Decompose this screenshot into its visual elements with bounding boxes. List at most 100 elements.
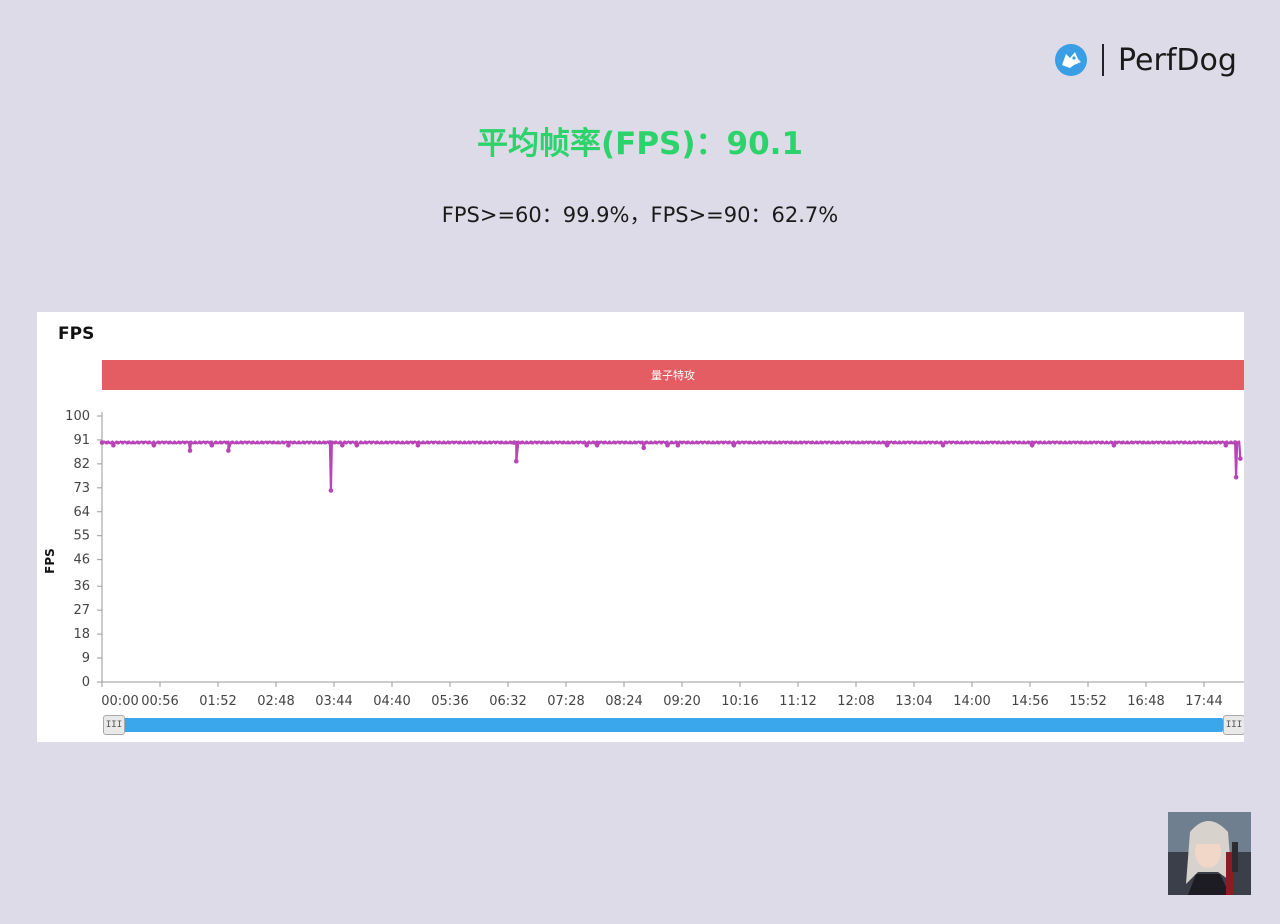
fps-point [514,458,519,464]
fps-point [649,440,653,445]
slider-right-handle[interactable]: III [1223,715,1244,735]
fps-point [840,440,845,445]
fps-point [1192,440,1197,445]
fps-threshold-stats: FPS>=60：99.9%，FPS>=90：62.7% [441,203,839,227]
fps-point [390,440,394,445]
fps-point [1135,440,1140,445]
fps-point [540,440,544,445]
fps-point [773,440,777,445]
fps-point [940,443,946,448]
fps-point [1182,440,1187,445]
fps-point [281,440,286,445]
fps-point [348,440,353,445]
fps-point [219,440,223,445]
game-character-avatar-image [1168,812,1251,895]
fps-point [641,445,646,451]
fps-point [908,440,912,445]
fps-point [623,440,627,445]
y-tick-label: 91 [73,433,90,448]
fps-point [240,440,244,445]
fps-point [959,440,964,445]
fps-point [1141,440,1145,445]
fps-point [700,440,705,445]
fps-point [447,440,451,445]
fps-point [918,440,922,445]
fps-point [1177,440,1181,445]
x-tick-label: 12:08 [837,694,874,709]
fps-point [1037,440,1042,445]
x-tick-label: 14:56 [1011,694,1048,709]
fps-point [1213,440,1218,445]
x-tick-label: 03:44 [315,694,352,709]
time-range-slider[interactable] [115,718,1223,732]
y-tick-label: 46 [73,553,90,568]
fps-point [297,440,301,445]
fps-point [340,443,345,448]
scene-label-band[interactable]: 量子特攻 [102,360,1244,390]
fps-point [364,440,368,445]
fps-point [131,440,135,445]
fps-point [1053,440,1057,445]
fps-point [478,440,482,445]
fps-point [1233,474,1239,480]
fps-point [804,440,809,445]
x-tick-label: 08:24 [605,694,642,709]
fps-point [157,440,161,445]
fps-point [1146,440,1150,445]
fps-line-chart[interactable]: 0 9 18 27 36 46 55 64 73 82 91 100 FPS 00:00 00:56 01:5… [37,312,1244,742]
fps-point [1084,440,1088,445]
fps-point [317,440,322,445]
fps-point [1068,440,1073,445]
fps-point [612,440,617,445]
fps-point [379,440,384,445]
fps-point [794,440,798,445]
fps-point [183,440,187,445]
fps-point [302,440,306,445]
fps-point [1006,440,1011,445]
x-tick-label: 02:48 [257,694,294,709]
fps-point [1027,440,1031,445]
fps-point [209,443,215,448]
fps-point [985,440,990,445]
fps-point [519,440,524,445]
fps-point [550,440,555,445]
fps-point [644,440,648,445]
fps-point [851,440,855,445]
x-tick-label: 14:00 [953,694,990,709]
fps-point [628,440,632,445]
fps-point [669,440,674,445]
fps-point [1058,440,1062,445]
fps-point [126,440,130,445]
fps-point [654,440,658,445]
x-tick-label: 01:52 [199,694,236,709]
fps-point [530,440,534,445]
fps-point [405,440,410,445]
fps-point [193,440,197,445]
fps-point [410,440,415,445]
fps-point [1218,440,1223,445]
slider-left-handle[interactable]: III [103,715,125,735]
fps-point [172,440,177,445]
fps-point [395,440,400,445]
fps-point [1001,440,1005,445]
fps-point [1223,443,1229,448]
fps-point [105,440,109,445]
fps-point [1198,440,1202,445]
fps-point [1094,440,1099,445]
x-tick-label: 09:20 [663,694,700,709]
fps-series-line [100,440,1242,492]
fps-point [949,440,954,445]
fps-point [584,443,589,448]
fps-point [1029,443,1035,448]
fps-point [1047,440,1052,445]
fps-point [954,440,959,445]
fps-point [789,440,793,445]
fps-point [877,440,881,445]
fps-point [809,440,814,445]
fps-point [203,440,208,445]
fps-point [333,440,337,445]
fps-point [1016,440,1021,445]
fps-point [511,440,517,445]
fps-point [177,440,182,445]
fps-point [711,440,715,445]
